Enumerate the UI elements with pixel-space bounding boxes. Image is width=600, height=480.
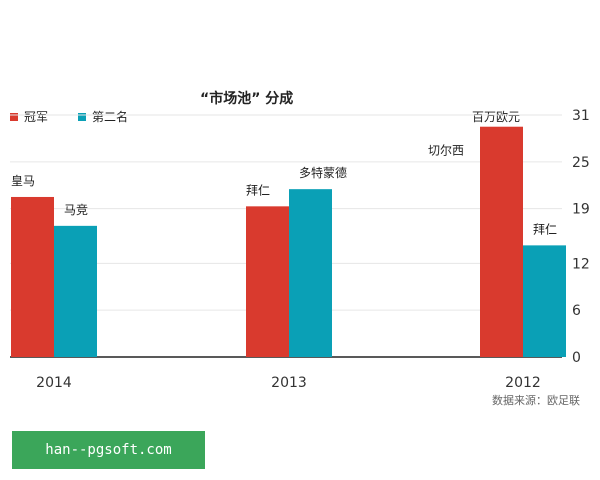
bar [480,126,523,357]
legend-item-champion: 冠军 [10,108,48,125]
bar [54,225,97,357]
bar [246,206,289,357]
y-tick-label: 6 [572,303,581,319]
x-tick-label: 2014 [36,375,72,391]
watermark-banner: han--pgsoft.com [12,431,205,469]
legend-swatch-runner-up [78,112,87,121]
y-tick-label: 12 [572,256,590,272]
bar-label: 多特蒙德 [299,165,347,180]
bar-label: 拜仁 [533,222,557,236]
bar-label: 马竞 [64,203,88,217]
bar [289,189,332,357]
x-tick-label: 2013 [271,375,307,391]
bar-label: 拜仁 [246,183,270,197]
y-tick-label: 25 [572,155,590,171]
chart-title: “市场池” 分成 [200,91,294,107]
y-tick-label: 19 [572,202,590,218]
y-tick-label: 31 [572,108,590,124]
legend-label-champion: 冠军 [24,110,49,124]
bar-label: 皇马 [11,174,35,188]
bar [11,196,54,357]
bar-label: 切尔西 [428,143,464,158]
unit-label: 百万欧元 [472,110,521,124]
x-tick-label: 2012 [505,375,541,391]
legend: 冠军 第二名 [10,108,158,125]
bar [523,245,566,357]
y-tick-label: 0 [572,350,581,366]
legend-label-runner-up: 第二名 [92,110,129,124]
legend-item-runner-up: 第二名 [78,108,128,125]
legend-swatch-champion [10,112,18,121]
source-note: 数据来源：欧足联 [492,394,580,407]
